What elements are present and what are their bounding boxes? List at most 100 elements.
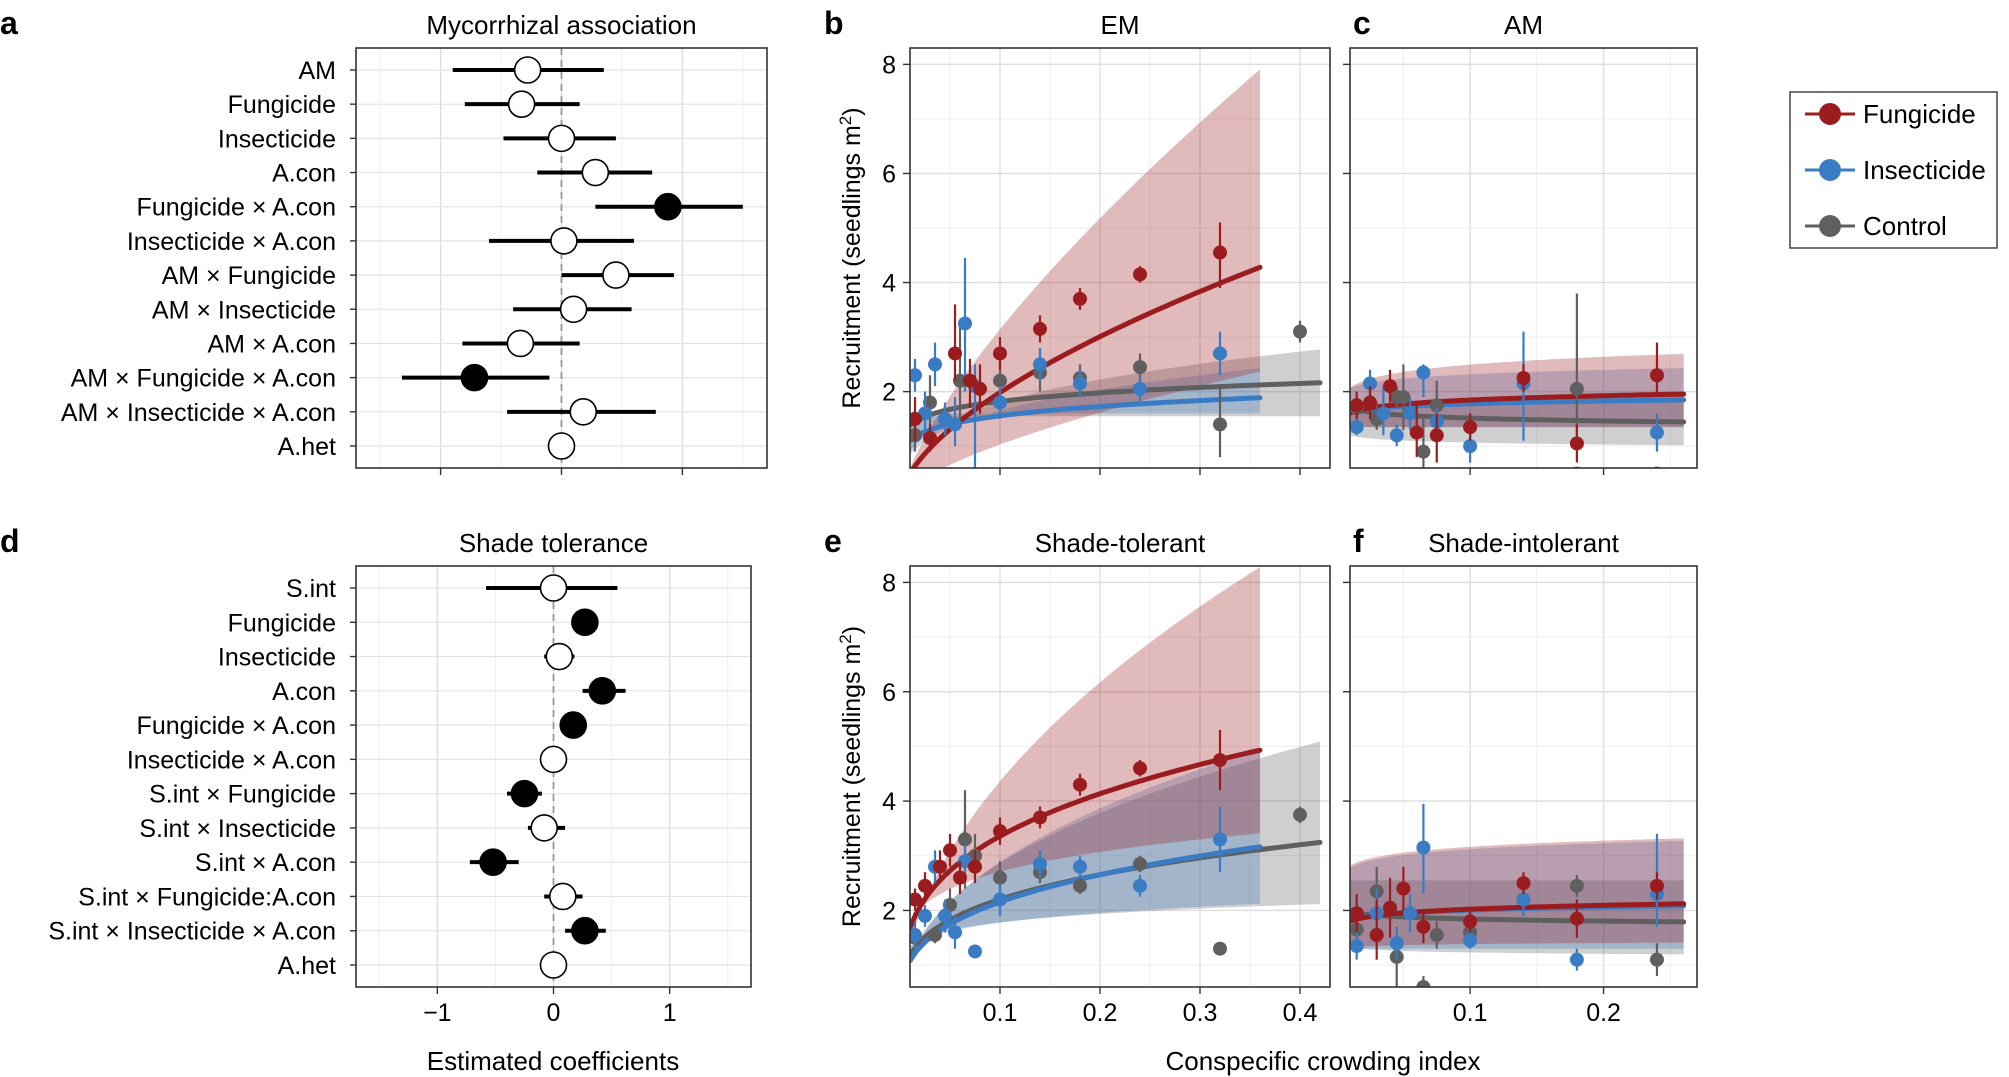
point-marker: [918, 908, 932, 923]
point-marker: [1569, 952, 1584, 967]
coef-x-axis-label: Estimated coefficients: [427, 1046, 679, 1076]
data-point-fungicide: [1033, 315, 1047, 343]
data-point-insecticide: [993, 883, 1007, 916]
y-tick-label: 4: [882, 270, 896, 298]
coef-point: [602, 261, 630, 289]
point-marker: [1649, 952, 1664, 967]
panel-f: 0.1 0.2 Shade-intolerant f: [1343, 523, 1698, 1027]
coef-point: [510, 779, 539, 808]
point-marker: [1416, 919, 1431, 934]
point-marker: [1213, 832, 1227, 847]
point-marker: [1350, 398, 1364, 413]
ribbon-layer: [1350, 838, 1684, 955]
panel-a: AM Fungicide Insecticide A.con Fungicide × A…: [0, 5, 768, 475]
fit-line-insecticide: [910, 395, 1263, 444]
coef-point: [506, 329, 535, 358]
legend-item-control: Control: [1805, 211, 1947, 241]
point-marker: [923, 395, 937, 410]
point-marker: [1213, 346, 1227, 361]
coef-term: Insecticide: [218, 124, 616, 153]
y-tick-label: S.int × Fungicide: [149, 781, 336, 809]
coef-point: [547, 124, 576, 153]
data-point-fungicide: [1429, 413, 1444, 463]
point-marker: [1463, 439, 1478, 454]
plot-area: [910, 567, 1323, 964]
coef-point: [513, 56, 542, 84]
point-marker: [1033, 321, 1047, 336]
coef-term: Insecticide × A.con: [127, 745, 568, 774]
point-marker: [1033, 357, 1047, 372]
x-tick-label: 0.3: [1183, 999, 1218, 1027]
point-marker: [1649, 878, 1664, 893]
data-point-insecticide: [1350, 418, 1364, 436]
point-marker: [1396, 390, 1411, 405]
y-tick-label: Insecticide × A.con: [127, 228, 336, 256]
data-point-control: [1073, 877, 1087, 895]
ribbon-fungicide: [910, 69, 1260, 468]
data-point-insecticide: [1350, 932, 1364, 960]
data-point-fungicide: [953, 861, 967, 895]
y-tick-label: Insecticide × A.con: [127, 746, 336, 774]
point-marker: [923, 431, 937, 445]
data-point-control: [1396, 364, 1411, 430]
data-point-fungicide: [1516, 872, 1531, 895]
coefficient-panels: AM Fungicide Insecticide A.con Fungicide × A…: [0, 5, 768, 1027]
point-marker: [948, 417, 962, 432]
point-marker: [928, 928, 942, 943]
y-tick-label: 4: [882, 788, 896, 816]
coef-term: Fungicide: [228, 608, 599, 637]
point-marker: [1350, 420, 1364, 435]
data-point-fungicide: [993, 817, 1007, 845]
point-marker: [1389, 428, 1404, 443]
point-marker: [1033, 856, 1047, 871]
data-point-insecticide: [948, 915, 962, 949]
coef-term: AM × A.con: [207, 329, 580, 358]
point-marker: [1516, 876, 1531, 891]
y-tick-label: AM × A.con: [207, 330, 336, 358]
data-point-fungicide: [943, 833, 957, 867]
data-point-fungicide: [1649, 872, 1664, 900]
point-marker: [1376, 406, 1391, 421]
data-point-control: [1569, 293, 1584, 441]
point-marker: [1429, 398, 1444, 413]
y-axis-label-end: ): [838, 626, 866, 634]
data-point-insecticide: [1389, 926, 1404, 960]
point-marker: [1409, 425, 1424, 440]
point-layer: [910, 222, 1307, 468]
point-marker: [993, 892, 1007, 907]
y-tick-label: 2: [882, 379, 896, 407]
coef-term: AM × Insecticide × A.con: [61, 398, 656, 427]
point-marker: [1429, 928, 1444, 943]
legend-label-insecticide: Insecticide: [1863, 155, 1986, 185]
y-tick-label: S.int × Insecticide: [139, 815, 336, 843]
coef-term: S.int × Fungicide: [149, 779, 542, 809]
coef-term: A.con: [272, 158, 653, 188]
point-marker: [1416, 840, 1431, 855]
panel-title: Shade tolerance: [459, 528, 648, 558]
legend-dot-control: [1819, 215, 1841, 237]
data-point-insecticide: [1403, 397, 1418, 430]
panel-e: 2 4 6 8 0.1 0.2 0.3 0.4 Recruitment (seedlings m…: [824, 523, 1331, 1027]
data-point-control: [1569, 874, 1584, 897]
coef-term: AM: [299, 56, 604, 85]
point-marker: [910, 411, 922, 426]
coef-point: [581, 158, 610, 187]
y-tick-label: 8: [882, 51, 896, 79]
point-marker: [993, 870, 1007, 885]
data-point-insecticide: [1133, 874, 1147, 897]
y-tick-label: A.het: [278, 952, 336, 980]
plot-frame: [1349, 47, 1698, 469]
data-point-fungicide: [1516, 364, 1531, 392]
coef-term: AM × Fungicide: [162, 261, 674, 290]
data-point-fungicide: [1383, 369, 1398, 403]
point-marker: [1133, 878, 1147, 893]
plot-frame: [909, 47, 1331, 469]
y-tick-label: Fungicide × A.con: [137, 712, 336, 740]
y-tick-label: A.con: [272, 160, 336, 188]
point-marker: [993, 373, 1007, 388]
point-marker: [1383, 900, 1398, 915]
y-tick-label: Fungicide: [228, 609, 336, 637]
data-point-insecticide: [1033, 348, 1047, 381]
data-point-insecticide: [928, 342, 942, 387]
